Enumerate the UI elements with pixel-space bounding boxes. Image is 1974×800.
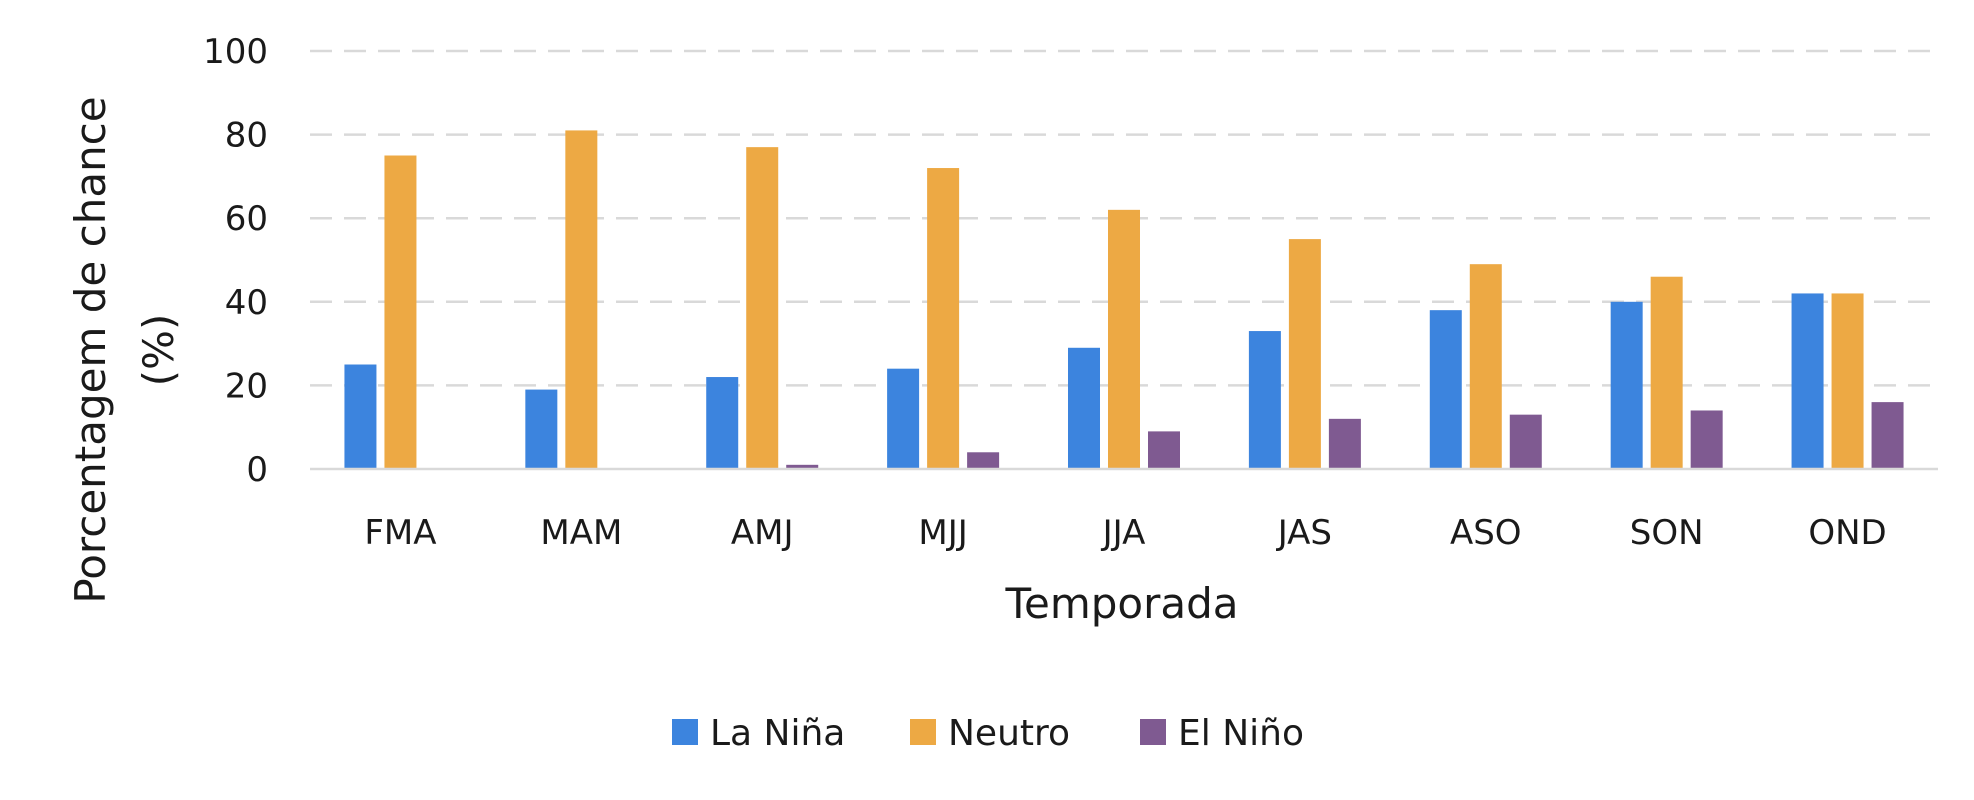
y-axis-title: Porcentagem de chance (%) xyxy=(66,96,183,603)
x-tick-label: JAS xyxy=(1276,513,1332,553)
x-tick-labels: FMA MAM AMJ MJJ JJA JAS ASO SON OND xyxy=(364,513,1886,553)
bar-el-ni-o-ond xyxy=(1871,402,1904,469)
bar-neutro-mjj xyxy=(927,168,960,470)
x-tick-label: SON xyxy=(1630,513,1704,553)
bar-el-ni-o-aso xyxy=(1509,414,1542,469)
bar-la-ni-a-mjj xyxy=(887,368,920,469)
bar-la-ni-a-ond xyxy=(1791,293,1824,469)
bar-el-ni-o-jja xyxy=(1148,431,1180,469)
y-axis-title-line2: (%) xyxy=(134,314,183,387)
legend-swatch xyxy=(910,719,936,745)
bar-la-ni-a-fma xyxy=(344,364,377,469)
x-tick-label: MAM xyxy=(540,513,622,553)
y-tick-label: 80 xyxy=(225,116,268,156)
bar-neutro-mam xyxy=(565,130,598,470)
bar-la-ni-a-jja xyxy=(1068,347,1100,469)
bar-neutro-jas xyxy=(1288,239,1321,469)
x-tick-label: FMA xyxy=(364,513,436,553)
x-tick-label: OND xyxy=(1808,513,1886,553)
bar-la-ni-a-son xyxy=(1610,301,1643,469)
bar-el-ni-o-amj xyxy=(786,464,819,469)
x-axis-title: Temporada xyxy=(1004,579,1238,628)
bar-la-ni-a-aso xyxy=(1429,310,1462,469)
bar-neutro-jja xyxy=(1108,209,1140,469)
y-tick-label: 20 xyxy=(225,366,268,406)
bar-neutro-amj xyxy=(746,147,779,469)
legend-label: El Niño xyxy=(1178,713,1304,754)
y-tick-label: 40 xyxy=(225,283,268,323)
legend-swatch xyxy=(1140,719,1166,745)
legend-label: Neutro xyxy=(948,713,1070,754)
y-tick-labels: 0 20 40 60 80 100 xyxy=(203,32,268,490)
bar-neutro-fma xyxy=(384,155,417,469)
bar-neutro-aso xyxy=(1469,264,1502,469)
y-axis-title-line1: Porcentagem de chance xyxy=(66,96,115,603)
legend-swatch xyxy=(672,719,698,745)
bar-la-ni-a-jas xyxy=(1248,331,1281,469)
bar-la-ni-a-amj xyxy=(706,377,739,469)
bar-el-ni-o-jas xyxy=(1328,418,1361,469)
bar-el-ni-o-mjj xyxy=(967,452,1000,469)
x-tick-label: MJJ xyxy=(918,513,967,553)
y-tick-label: 100 xyxy=(203,32,268,72)
bar-la-ni-a-mam xyxy=(525,389,558,469)
y-tick-label: 0 xyxy=(246,450,268,490)
x-tick-label: ASO xyxy=(1450,513,1522,553)
bar-neutro-son xyxy=(1650,276,1683,469)
y-tick-label: 60 xyxy=(225,199,268,239)
x-tick-label: JJA xyxy=(1101,513,1146,553)
bar-neutro-ond xyxy=(1831,293,1864,469)
bars xyxy=(344,130,1904,470)
bar-el-ni-o-son xyxy=(1690,410,1723,469)
x-tick-label: AMJ xyxy=(731,513,794,553)
legend: La Niña Neutro El Niño xyxy=(672,713,1304,754)
legend-label: La Niña xyxy=(710,713,845,754)
